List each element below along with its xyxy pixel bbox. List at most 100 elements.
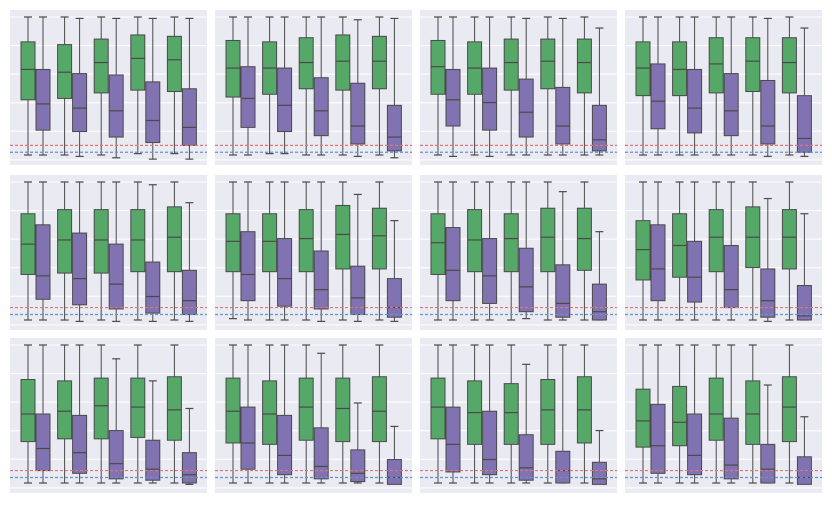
boxplot-panel [215,10,412,165]
box [760,17,776,157]
box [708,344,724,484]
box [240,344,256,484]
boxplot-panel [10,10,207,165]
boxplot-svg [625,181,822,326]
box [576,181,592,321]
boxplot-panel [420,10,617,165]
box [503,16,519,156]
box-body [445,406,461,473]
boxplot-panel [420,175,617,330]
box-body [225,213,241,273]
box [672,16,688,156]
box [708,181,724,321]
box-body [262,213,278,273]
boxplot-svg [420,16,617,161]
box-body [35,224,51,300]
box [650,344,666,484]
box-body [723,73,739,137]
box [20,16,36,156]
box [225,16,241,156]
box [35,16,51,156]
box [145,380,161,484]
box-body [57,209,73,274]
box [687,344,703,484]
box-body [635,388,651,448]
box-body [57,44,73,99]
box-body [467,209,483,273]
boxplot-panel [215,338,412,493]
box-body [540,38,556,90]
box-body [335,204,351,270]
box [240,181,256,321]
boxplot-svg [215,181,412,326]
box-body [350,82,366,145]
box-body [591,461,607,485]
box [591,27,607,156]
box [108,358,124,484]
box [781,16,797,156]
box-body [503,383,519,445]
boxplot-panel [420,338,617,493]
box-body [576,38,592,94]
box-body [708,377,724,441]
box [723,344,739,484]
box-body [130,34,146,91]
box-body [166,35,182,93]
box-body [108,243,124,310]
box [781,344,797,484]
box [723,181,739,321]
box [72,344,88,484]
box [467,16,483,156]
box [130,344,146,484]
box [555,191,571,321]
box-body [298,209,314,273]
box-body [781,209,797,270]
box [350,402,366,484]
box-body [371,376,387,443]
box-body [635,220,651,281]
box [445,16,461,157]
box [430,344,446,484]
box-body [145,439,161,481]
boxplot-svg [625,16,822,161]
box [796,27,812,157]
box [225,344,241,484]
box [313,352,329,484]
box-body [298,377,314,441]
box [166,16,182,155]
boxplot-svg [10,16,207,161]
boxplot-svg [10,344,207,489]
box-body [430,213,446,275]
box [181,407,197,485]
box [386,220,402,322]
box-body [445,68,461,127]
box-body [72,232,88,306]
box [335,181,351,321]
box-body [540,379,556,445]
box [277,181,293,321]
box-body [591,283,607,321]
box [262,16,278,155]
box-body [635,41,651,97]
box [482,16,498,157]
box-body [386,278,402,318]
box [225,181,241,320]
box [708,16,724,156]
box-body [130,377,146,438]
box-body [181,452,197,484]
box-body [130,209,146,273]
box [482,181,498,321]
box-body [591,104,607,152]
box [591,231,607,321]
box-body [576,207,592,271]
box-body [540,207,556,273]
box [298,16,314,156]
box-body [313,77,329,137]
box [650,16,666,156]
box [555,344,571,484]
box-body [240,66,256,128]
box [277,344,293,484]
box [540,16,556,156]
box [240,16,256,156]
box-body [350,449,366,483]
